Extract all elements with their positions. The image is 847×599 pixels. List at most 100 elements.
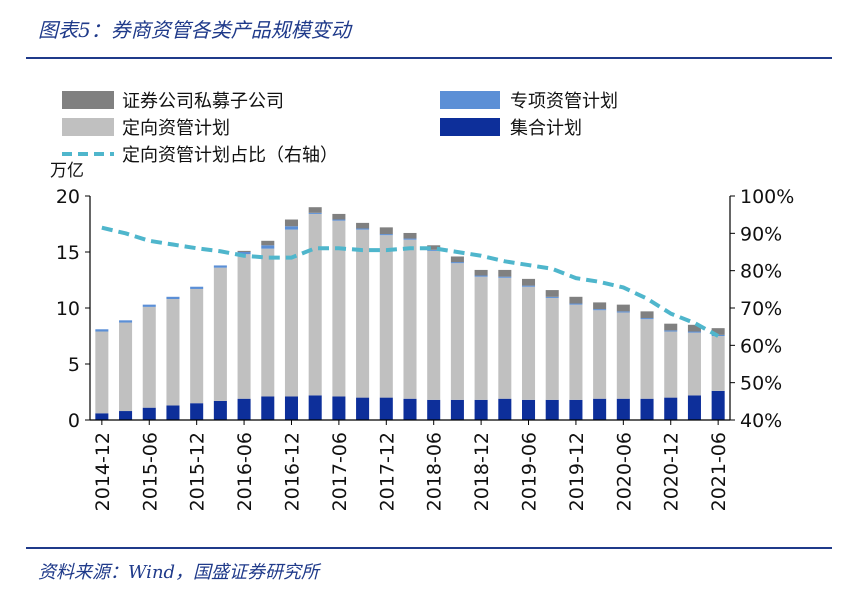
bar-subsidiary-2016-09 bbox=[261, 240, 275, 246]
right-tick-label-100: 100% bbox=[740, 186, 794, 208]
bar-directed-2019-06 bbox=[522, 286, 536, 400]
source-note: 资料来源：Wind，国盛证券研究所 bbox=[38, 562, 320, 583]
bars-group bbox=[95, 207, 725, 420]
bar-special-2016-12 bbox=[284, 226, 298, 230]
ratio-line-group bbox=[101, 225, 720, 338]
bar-collective-2020-09 bbox=[640, 398, 654, 420]
bar-special-2021-03 bbox=[687, 331, 701, 333]
legend-label-special: 专项资管计划 bbox=[510, 91, 618, 112]
bar-directed-2018-12 bbox=[474, 276, 488, 400]
right-tick-label-50: 50% bbox=[740, 373, 782, 395]
bar-subsidiary-2018-03 bbox=[403, 232, 417, 239]
legend-swatch-directed bbox=[62, 118, 114, 136]
title-rule bbox=[26, 57, 832, 59]
bar-collective-2016-03 bbox=[213, 400, 227, 420]
bar-collective-2016-09 bbox=[261, 396, 275, 420]
bar-directed-2021-03 bbox=[687, 332, 701, 396]
x-tick-label-2020-12: 2020-12 bbox=[661, 432, 683, 511]
bar-special-2018-03 bbox=[403, 238, 417, 240]
bar-subsidiary-2021-06 bbox=[711, 328, 725, 335]
bar-directed-2014-12 bbox=[95, 331, 109, 414]
left-tick-label-20: 20 bbox=[56, 186, 80, 208]
right-tick-label-90: 90% bbox=[740, 223, 782, 245]
bar-collective-2017-12 bbox=[379, 397, 393, 420]
bar-directed-2020-06 bbox=[616, 312, 630, 399]
bar-subsidiary-2020-06 bbox=[616, 304, 630, 312]
bar-subsidiary-2020-09 bbox=[640, 311, 654, 319]
bar-special-2020-03 bbox=[593, 309, 607, 311]
bar-subsidiary-2017-03 bbox=[308, 207, 322, 213]
bar-collective-2014-12 bbox=[95, 413, 109, 420]
bar-collective-2021-03 bbox=[687, 395, 701, 420]
bar-directed-2021-06 bbox=[711, 336, 725, 391]
bar-directed-2017-03 bbox=[308, 213, 322, 396]
bar-subsidiary-2020-03 bbox=[593, 302, 607, 310]
bar-special-2017-12 bbox=[379, 234, 393, 236]
bar-special-2017-06 bbox=[332, 219, 346, 221]
bar-special-2018-12 bbox=[474, 275, 488, 277]
bar-directed-2017-09 bbox=[356, 229, 370, 398]
bar-special-2016-03 bbox=[213, 265, 227, 268]
bar-special-2016-09 bbox=[261, 245, 275, 249]
bar-special-2014-12 bbox=[95, 329, 109, 332]
bar-collective-2018-09 bbox=[450, 399, 464, 420]
right-tick-label-80: 80% bbox=[740, 261, 782, 283]
bar-special-2017-09 bbox=[356, 228, 370, 230]
bar-special-2019-09 bbox=[545, 296, 559, 298]
bar-special-2019-12 bbox=[569, 303, 583, 305]
x-tick-label-2016-06: 2016-06 bbox=[234, 432, 256, 511]
bar-subsidiary-2021-03 bbox=[687, 324, 701, 332]
bar-special-2020-06 bbox=[616, 311, 630, 313]
left-axis-unit: 万亿 bbox=[50, 161, 84, 181]
bar-collective-2015-09 bbox=[166, 405, 180, 420]
x-tick-label-2017-12: 2017-12 bbox=[376, 432, 398, 511]
bar-subsidiary-2020-12 bbox=[664, 323, 678, 331]
bar-subsidiary-2016-06 bbox=[237, 250, 251, 252]
bar-collective-2017-06 bbox=[332, 396, 346, 420]
bar-collective-2015-12 bbox=[190, 403, 204, 420]
bar-collective-2019-12 bbox=[569, 399, 583, 420]
x-tick-label-2020-06: 2020-06 bbox=[613, 432, 635, 511]
legend-label-directed: 定向资管计划 bbox=[122, 118, 230, 139]
x-tick-label-2017-06: 2017-06 bbox=[329, 432, 351, 511]
bar-subsidiary-2017-06 bbox=[332, 213, 346, 220]
bar-collective-2019-03 bbox=[498, 398, 512, 420]
bar-subsidiary-2017-09 bbox=[356, 222, 370, 229]
bar-directed-2016-12 bbox=[284, 229, 298, 397]
bar-special-2020-09 bbox=[640, 318, 654, 320]
bar-directed-2020-12 bbox=[664, 331, 678, 398]
bar-collective-2018-12 bbox=[474, 399, 488, 420]
bar-collective-2021-06 bbox=[711, 390, 725, 420]
bar-collective-2018-03 bbox=[403, 398, 417, 420]
bar-collective-2015-03 bbox=[119, 411, 133, 420]
right-tick-label-40: 40% bbox=[740, 410, 782, 432]
bar-subsidiary-2016-12 bbox=[284, 219, 298, 227]
bar-subsidiary-2018-06 bbox=[427, 245, 441, 250]
source-rule bbox=[26, 547, 832, 549]
legend: 证券公司私募子公司 专项资管计划 定向资管计划 集合计划 定向资管计划占比（右轴… bbox=[62, 91, 618, 166]
bar-collective-2019-06 bbox=[522, 399, 536, 420]
bar-special-2016-06 bbox=[237, 252, 251, 255]
left-tick-label-0: 0 bbox=[68, 410, 80, 432]
bar-subsidiary-2019-09 bbox=[545, 290, 559, 297]
bar-directed-2019-03 bbox=[498, 277, 512, 399]
x-tick-label-2018-12: 2018-12 bbox=[471, 432, 493, 511]
bar-directed-2018-06 bbox=[427, 250, 441, 400]
bar-subsidiary-2019-12 bbox=[569, 296, 583, 304]
bar-subsidiary-2018-12 bbox=[474, 269, 488, 276]
legend-label-ratio: 定向资管计划占比（右轴） bbox=[122, 145, 338, 166]
bar-collective-2017-09 bbox=[356, 397, 370, 420]
bar-directed-2019-12 bbox=[569, 304, 583, 400]
left-tick-label-5: 5 bbox=[68, 354, 80, 376]
x-tick-label-2019-06: 2019-06 bbox=[519, 432, 541, 511]
x-tick-label-2014-12: 2014-12 bbox=[92, 432, 114, 511]
bar-collective-2018-06 bbox=[427, 399, 441, 420]
ratio-series-line bbox=[101, 225, 720, 338]
bar-directed-2015-12 bbox=[190, 288, 204, 404]
x-tick-label-2015-12: 2015-12 bbox=[187, 432, 209, 511]
bar-directed-2015-09 bbox=[166, 299, 180, 406]
bar-special-2015-03 bbox=[119, 320, 133, 323]
axes-group: 0 5 10 15 20 40% 50% 60% 70% 80% 90% 100% 2014-12 201… bbox=[56, 186, 795, 511]
x-tick-label-2018-06: 2018-06 bbox=[424, 432, 446, 511]
